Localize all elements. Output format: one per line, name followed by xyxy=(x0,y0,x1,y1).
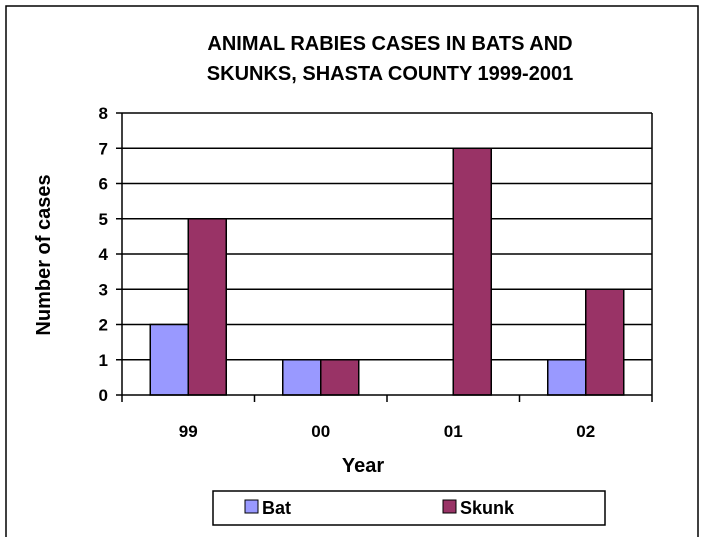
chart-title-line-1: ANIMAL RABIES CASES IN BATS AND xyxy=(207,33,572,55)
y-tick-label-2: 2 xyxy=(99,316,108,335)
bar-skunk-00 xyxy=(320,359,360,396)
x-tick-label-00: 00 xyxy=(311,422,330,441)
bar-skunk-01 xyxy=(452,147,492,396)
legend-label-bat: Bat xyxy=(262,498,291,518)
legend-box xyxy=(212,490,606,526)
legend-swatch-skunk xyxy=(442,499,457,514)
bar-bat-02 xyxy=(547,359,587,396)
y-axis-label: Number of cases xyxy=(33,174,55,335)
bar-skunk-99 xyxy=(187,218,227,396)
y-tick-label-5: 5 xyxy=(99,210,108,229)
chart-title-line-2: SKUNKS, SHASTA COUNTY 1999-2001 xyxy=(207,63,573,85)
x-tick-label-02: 02 xyxy=(576,422,595,441)
y-tick-label-1: 1 xyxy=(99,351,108,370)
x-tick-label-99: 99 xyxy=(179,422,198,441)
bar-skunk-02 xyxy=(585,288,625,396)
y-tick-label-3: 3 xyxy=(99,280,108,299)
legend-label-skunk: Skunk xyxy=(460,498,515,518)
bar-bat-99 xyxy=(149,323,189,396)
y-tick-label-0: 0 xyxy=(99,386,108,405)
y-tick-label-7: 7 xyxy=(99,139,108,158)
legend-swatch-bat xyxy=(244,499,259,514)
x-axis-label: Year xyxy=(342,455,384,477)
y-tick-label-4: 4 xyxy=(99,245,109,264)
y-tick-label-8: 8 xyxy=(99,104,108,123)
y-tick-label-6: 6 xyxy=(99,175,108,194)
x-tick-label-01: 01 xyxy=(444,422,463,441)
bar-bat-00 xyxy=(282,359,322,396)
